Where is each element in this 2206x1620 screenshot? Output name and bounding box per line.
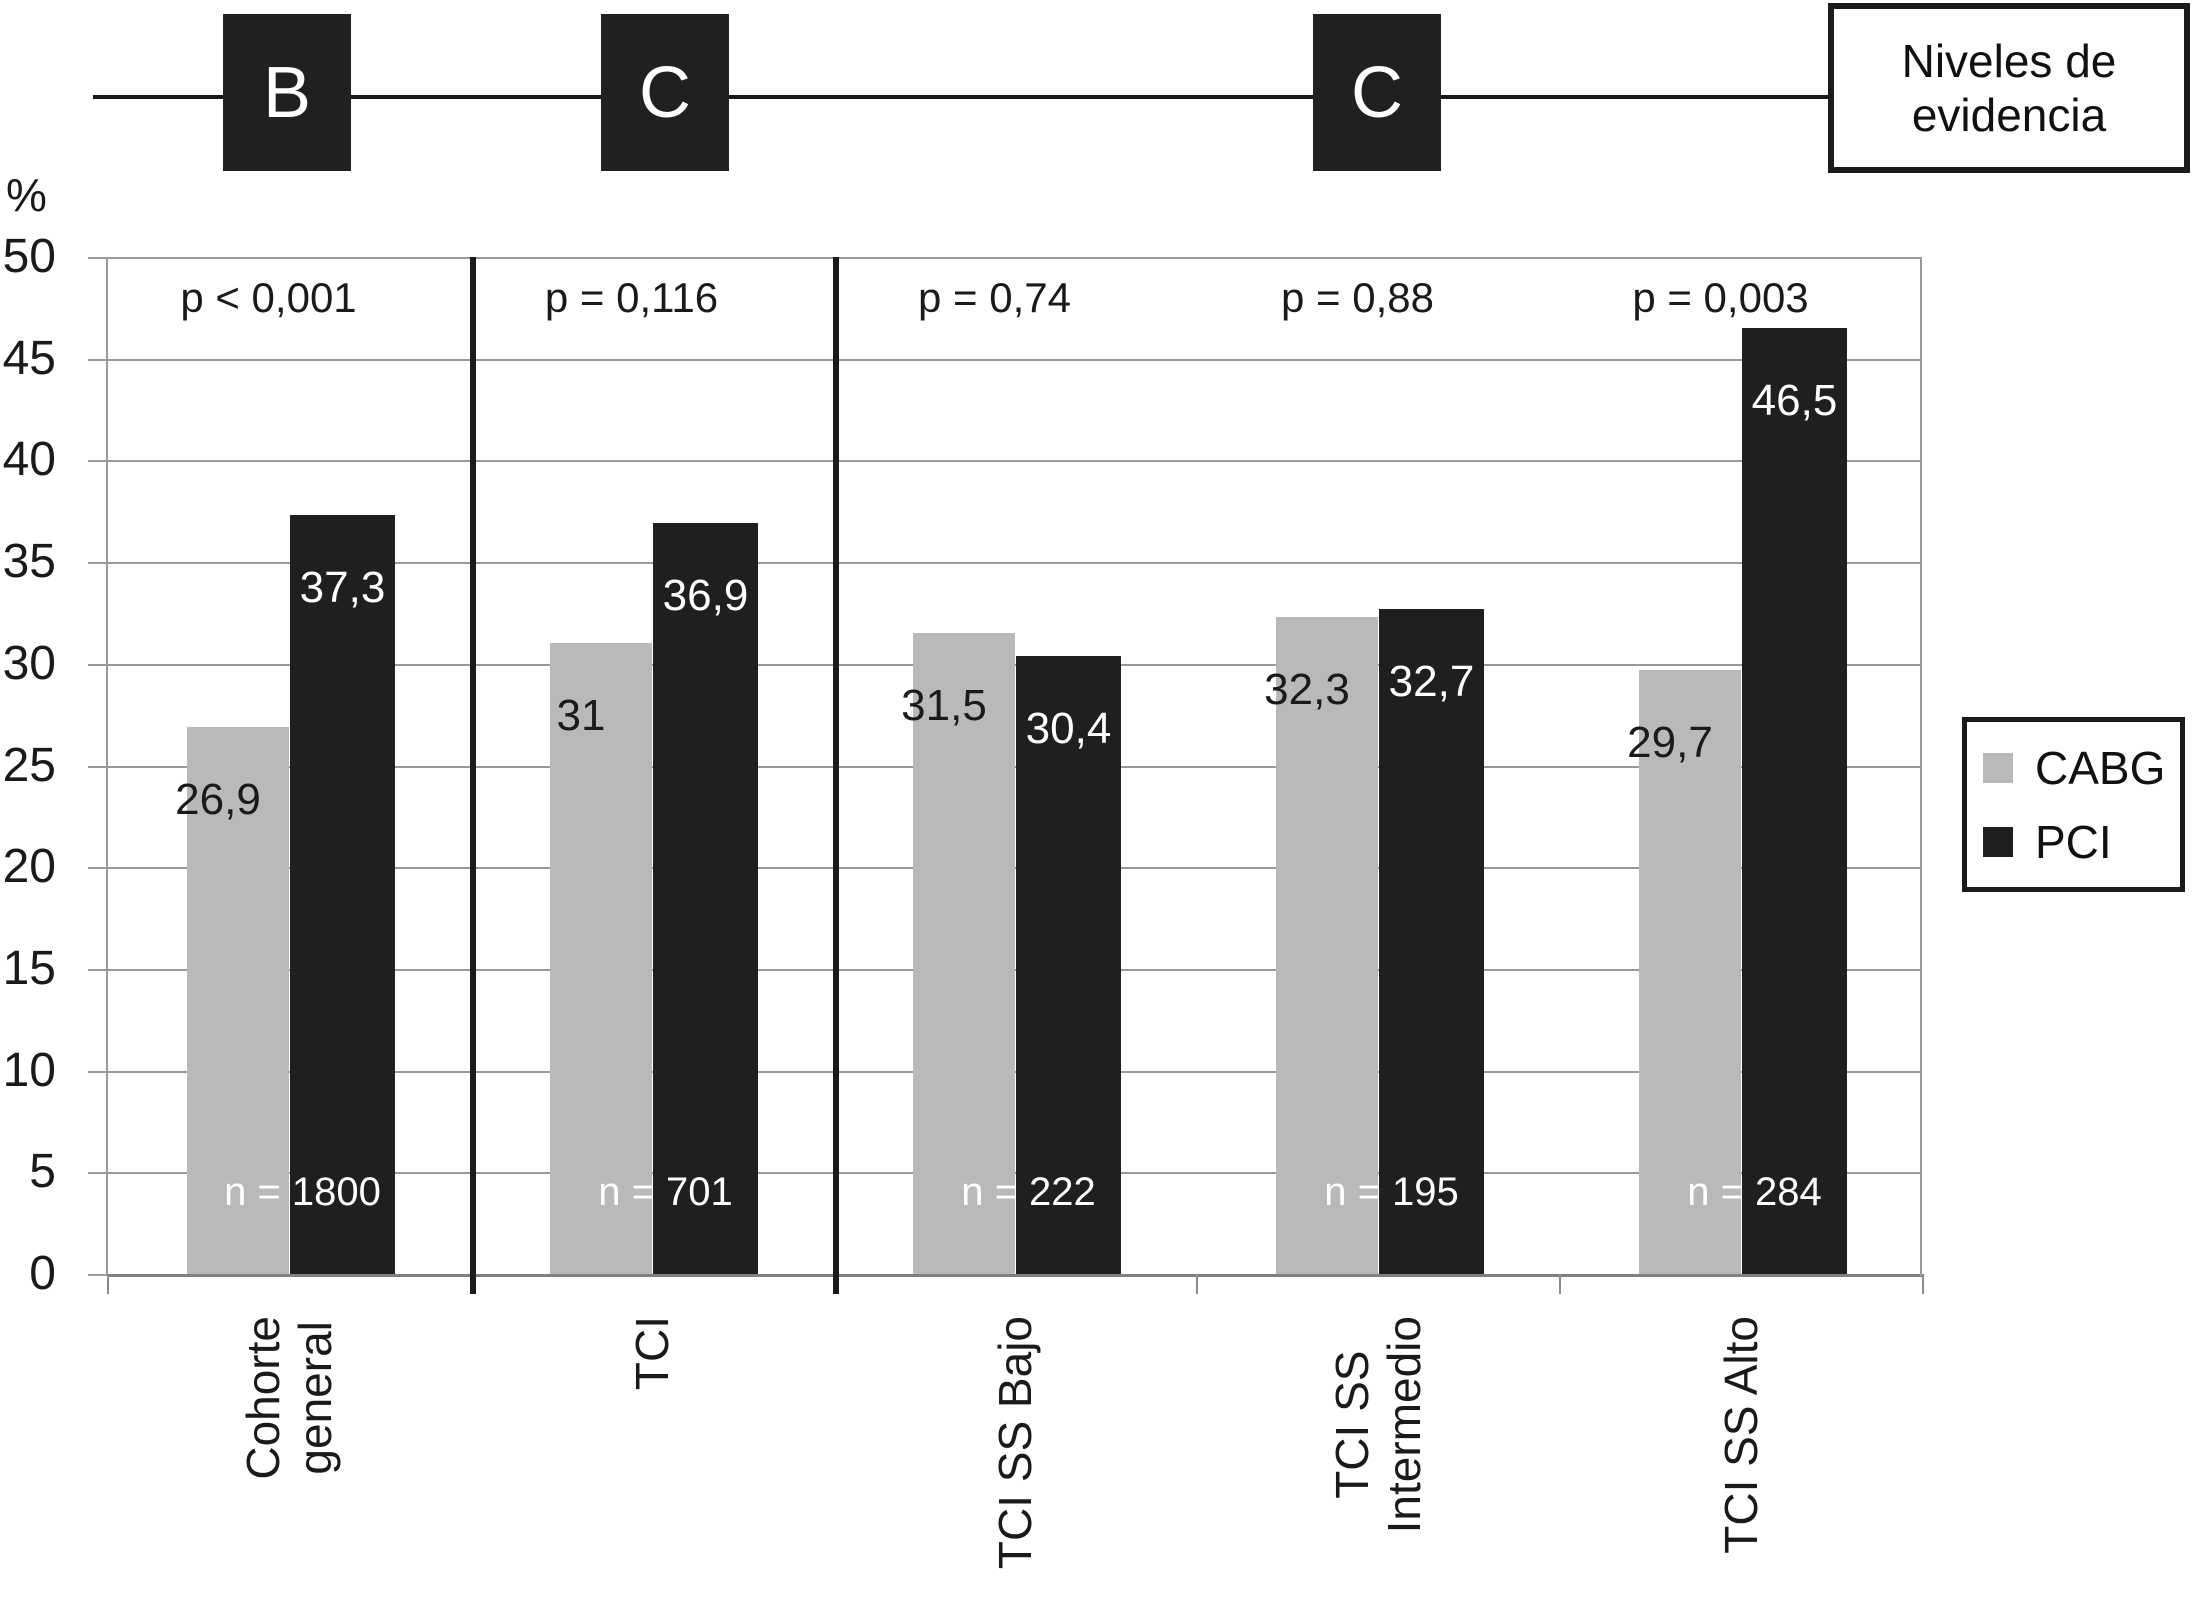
bar-cabg-2 bbox=[913, 633, 1015, 1274]
p-value-label-2: p = 0,74 bbox=[918, 274, 1071, 321]
y-tick-mark bbox=[88, 460, 107, 462]
evidence-connector-line bbox=[93, 95, 1828, 99]
category-label-3: TCI SS Intermedio bbox=[1326, 1316, 1430, 1533]
x-tick-mark bbox=[1196, 1274, 1198, 1294]
y-tick-mark bbox=[88, 766, 107, 768]
y-tick-label: 40 bbox=[2, 433, 56, 486]
y-tick-mark bbox=[88, 664, 107, 666]
evidence-title-box: Niveles de evidencia bbox=[1828, 3, 2190, 173]
group-separator-0 bbox=[470, 257, 476, 1294]
category-label-line: TCI SS bbox=[1325, 1350, 1378, 1499]
y-tick-label: 25 bbox=[2, 739, 56, 792]
y-tick-label: 0 bbox=[29, 1247, 56, 1300]
legend-swatch-cabg bbox=[1983, 752, 2013, 783]
legend-box: CABG PCI bbox=[1962, 717, 2185, 892]
y-tick-mark bbox=[88, 1172, 107, 1174]
category-label-4: TCI SS Alto bbox=[1715, 1316, 1767, 1554]
y-tick-label: 10 bbox=[2, 1044, 56, 1097]
n-count-label-4: n = 284 bbox=[1687, 1170, 1822, 1214]
category-label-line: Intermedio bbox=[1377, 1316, 1430, 1534]
y-axis-unit-label: % bbox=[6, 169, 47, 221]
bar-cabg-3 bbox=[1276, 617, 1378, 1274]
value-label-pci-3: 32,7 bbox=[1388, 657, 1475, 706]
y-tick-mark bbox=[88, 969, 107, 971]
x-tick-mark bbox=[1922, 1274, 1924, 1294]
y-tick-mark bbox=[88, 867, 107, 869]
category-label-1: TCI bbox=[626, 1316, 678, 1390]
group-separator-1 bbox=[833, 257, 839, 1294]
n-count-label-1: n = 701 bbox=[598, 1170, 733, 1214]
value-label-cabg-4: 29,7 bbox=[1627, 718, 1713, 767]
evidence-level-box-c-1: C bbox=[601, 14, 729, 171]
n-count-label-2: n = 222 bbox=[961, 1170, 1096, 1214]
category-label-line: general bbox=[288, 1321, 341, 1475]
gridline bbox=[107, 257, 1922, 259]
category-label-line: TCI SS Alto bbox=[1714, 1316, 1767, 1554]
value-label-cabg-0: 26,9 bbox=[175, 775, 261, 824]
p-value-label-4: p = 0,003 bbox=[1632, 274, 1809, 321]
value-label-pci-4: 46,5 bbox=[1751, 376, 1838, 425]
x-tick-mark bbox=[1559, 1274, 1561, 1294]
value-label-cabg-1: 31 bbox=[556, 691, 606, 740]
p-value-label-3: p = 0,88 bbox=[1281, 274, 1434, 321]
y-axis-line bbox=[106, 257, 108, 1276]
legend-label-cabg: CABG bbox=[2035, 741, 2166, 794]
evidence-title-line2: evidencia bbox=[1911, 89, 2107, 141]
bar-cabg-0 bbox=[187, 727, 289, 1274]
x-axis-line bbox=[107, 1274, 1922, 1277]
gridline bbox=[107, 562, 1922, 564]
category-label-line: TCI SS Bajo bbox=[988, 1316, 1041, 1570]
p-value-label-1: p = 0,116 bbox=[544, 274, 719, 321]
legend-item-cabg: CABG bbox=[1983, 744, 2180, 792]
bar-cabg-4 bbox=[1639, 670, 1741, 1274]
bar-cabg-1 bbox=[550, 643, 652, 1274]
legend-swatch-pci bbox=[1983, 826, 2013, 857]
gridline bbox=[107, 460, 1922, 462]
bar-pci-4 bbox=[1742, 328, 1847, 1274]
value-label-pci-2: 30,4 bbox=[1025, 704, 1112, 753]
value-label-pci-1: 36,9 bbox=[662, 571, 749, 620]
category-label-2: TCI SS Bajo bbox=[989, 1316, 1041, 1569]
bar-pci-1 bbox=[653, 523, 758, 1274]
evidence-title-line1: Niveles de bbox=[1901, 35, 2117, 87]
p-value-label-0: p < 0,001 bbox=[180, 274, 357, 321]
y-tick-label: 50 bbox=[2, 230, 56, 283]
evidence-level-box-b-0: B bbox=[223, 14, 351, 171]
y-tick-label: 15 bbox=[2, 942, 56, 995]
y-tick-mark bbox=[88, 257, 107, 259]
evidence-level-box-c-2: C bbox=[1313, 14, 1441, 171]
y-tick-label: 45 bbox=[2, 332, 56, 385]
y-tick-label: 30 bbox=[2, 637, 56, 690]
y-tick-label: 5 bbox=[29, 1145, 56, 1198]
category-label-0: Cohorte general bbox=[237, 1316, 341, 1480]
category-label-line: TCI bbox=[625, 1316, 678, 1391]
y-tick-label: 35 bbox=[2, 535, 56, 588]
y-tick-mark bbox=[88, 1274, 107, 1276]
n-count-label-3: n = 195 bbox=[1324, 1170, 1459, 1214]
bar-pci-0 bbox=[290, 515, 395, 1274]
value-label-cabg-3: 32,3 bbox=[1264, 665, 1350, 714]
y-tick-label: 20 bbox=[2, 840, 56, 893]
y-tick-mark bbox=[88, 1071, 107, 1073]
value-label-pci-0: 37,3 bbox=[299, 563, 386, 612]
legend-item-pci: PCI bbox=[1983, 818, 2180, 866]
bar-pci-2 bbox=[1016, 656, 1121, 1274]
x-tick-mark bbox=[107, 1274, 109, 1294]
category-label-line: Cohorte bbox=[236, 1316, 289, 1480]
value-label-cabg-2: 31,5 bbox=[901, 681, 987, 730]
legend-label-pci: PCI bbox=[2035, 815, 2112, 868]
y-tick-mark bbox=[88, 562, 107, 564]
plot-right-border bbox=[1920, 257, 1922, 1276]
bar-pci-3 bbox=[1379, 609, 1484, 1274]
n-count-label-0: n = 1800 bbox=[224, 1170, 381, 1214]
y-tick-mark bbox=[88, 359, 107, 361]
gridline bbox=[107, 359, 1922, 361]
